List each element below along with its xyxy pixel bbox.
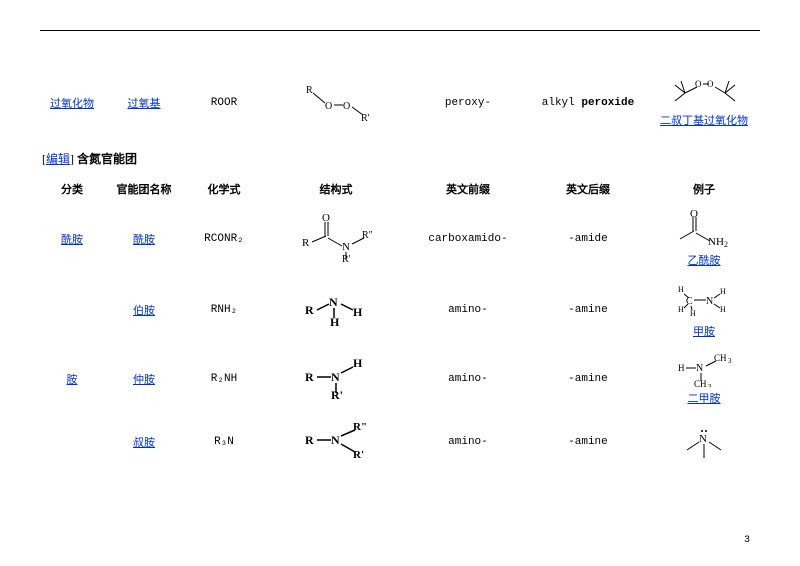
secondary-amine-link[interactable]: 仲胺 [133,374,155,386]
tertiary-amine-link[interactable]: 叔胺 [133,437,155,449]
header-row: 分类 官能团名称 化学式 结构式 英文前缀 英文后缀 例子 [40,175,760,203]
amide-group-link[interactable]: 酰胺 [133,234,155,246]
svg-text:CH: CH [694,379,707,387]
svg-text:H: H [690,309,696,318]
amide-suffix: -amide [528,203,648,274]
header-example: 例子 [648,175,760,203]
svg-text:H: H [353,356,363,370]
svg-text:R: R [302,237,310,249]
svg-text:N: N [696,363,703,374]
header-suffix: 英文后缀 [528,175,648,203]
svg-text:R: R [305,433,314,447]
secondary-amine-structure: R N H R' [264,345,408,412]
svg-text:O: O [343,101,350,112]
primary-amine-example-cell: H C H H N H H 甲胺 [648,274,760,345]
svg-text:R': R' [342,254,351,262]
peroxide-structure: R O O R' [264,71,408,134]
tertiary-amine-prefix: amino- [408,412,528,471]
svg-text:N: N [331,433,340,447]
svg-text:N: N [706,296,713,307]
peroxide-formula: ROOR [184,71,264,134]
primary-amine-example-link[interactable]: 甲胺 [693,326,715,338]
edit-link[interactable]: 编辑 [46,152,70,166]
primary-amine-prefix: amino- [408,274,528,345]
header-formula: 化学式 [184,175,264,203]
page-number: 3 [744,535,750,546]
amide-category-link[interactable]: 酰胺 [61,234,83,246]
peroxide-suffix: alkyl peroxide [528,71,648,134]
primary-amine-structure: R N H H [264,274,408,345]
svg-text:O: O [322,212,330,224]
svg-text:R": R" [353,421,367,433]
svg-text:O: O [695,79,702,89]
peroxide-prefix: peroxy- [408,71,528,134]
peroxide-example-cell: O O 二叔丁基过氧化物 [648,71,760,134]
header-prefix: 英文前缀 [408,175,528,203]
table-row: 过氧化物 过氧基 ROOR R O O R' peroxy- alkyl per… [40,71,760,134]
amide-example-cell: O NH2 乙酰胺 [648,203,760,274]
svg-text:NH: NH [708,236,724,248]
primary-amine-link[interactable]: 伯胺 [133,305,155,317]
svg-text:H: H [330,315,340,326]
svg-text:O: O [325,101,332,112]
svg-text:H: H [720,305,726,314]
svg-text:N: N [699,433,707,445]
svg-text:H: H [678,305,684,314]
table-row: 伯胺 RNH₂ R N H H amino- -amine H C H H [40,274,760,345]
tertiary-amine-formula: R₃N [184,412,264,471]
svg-text:R: R [305,303,314,317]
primary-amine-suffix: -amine [528,274,648,345]
svg-text:R": R" [362,230,373,241]
section-heading: [编辑] 含氮官能团 [42,150,760,167]
secondary-amine-formula: R₂NH [184,345,264,412]
svg-text:3: 3 [728,357,732,365]
amide-example-link[interactable]: 乙酰胺 [687,255,720,267]
svg-text:2: 2 [724,240,728,249]
table-row: 胺 仲胺 R₂NH R N H R' amino- -amine H N CH3 [40,345,760,412]
svg-text:H: H [678,285,684,294]
svg-text:H: H [678,363,685,373]
amine-category-link[interactable]: 胺 [66,374,77,386]
svg-text:O: O [707,79,714,89]
amide-prefix: carboxamido- [408,203,528,274]
svg-text:H: H [353,305,363,319]
primary-amine-formula: RNH₂ [184,274,264,345]
header-group-name: 官能团名称 [104,175,184,203]
svg-text:R: R [305,370,314,384]
header-category: 分类 [40,175,104,203]
secondary-amine-suffix: -amine [528,345,648,412]
svg-text:H: H [720,287,726,296]
peroxide-category-link[interactable]: 过氧化物 [50,98,94,110]
svg-text:R': R' [361,113,370,121]
svg-text:R': R' [331,388,343,399]
tertiary-amine-example-cell: N [648,412,760,471]
peroxide-group-link[interactable]: 过氧基 [127,98,160,110]
svg-text:3: 3 [708,383,712,387]
svg-text:CH: CH [714,353,727,363]
tertiary-amine-structure: R N R" R' [264,412,408,471]
secondary-amine-example-cell: H N CH3 CH3 二甲胺 [648,345,760,412]
svg-text:R: R [306,85,313,96]
svg-text:R': R' [353,449,364,461]
peroxide-example-link[interactable]: 二叔丁基过氧化物 [660,115,748,127]
svg-text:N: N [329,295,338,309]
top-rule [40,30,760,31]
table-row: 叔胺 R₃N R N R" R' amino- -amine N [40,412,760,471]
amide-structure: R O N R" R' [264,203,408,274]
peroxide-table: 过氧化物 过氧基 ROOR R O O R' peroxy- alkyl per… [40,71,760,134]
svg-text:N: N [342,241,350,253]
amide-formula: RCONR₂ [184,203,264,274]
secondary-amine-prefix: amino- [408,345,528,412]
table-row: 酰胺 酰胺 RCONR₂ R O N R" R' carboxamido- -a… [40,203,760,274]
tertiary-amine-suffix: -amine [528,412,648,471]
secondary-amine-example-link[interactable]: 二甲胺 [687,393,720,405]
nitrogen-table: 分类 官能团名称 化学式 结构式 英文前缀 英文后缀 例子 酰胺 酰胺 RCON… [40,175,760,471]
svg-text:N: N [331,370,340,384]
svg-text:O: O [690,209,698,220]
header-structure: 结构式 [264,175,408,203]
